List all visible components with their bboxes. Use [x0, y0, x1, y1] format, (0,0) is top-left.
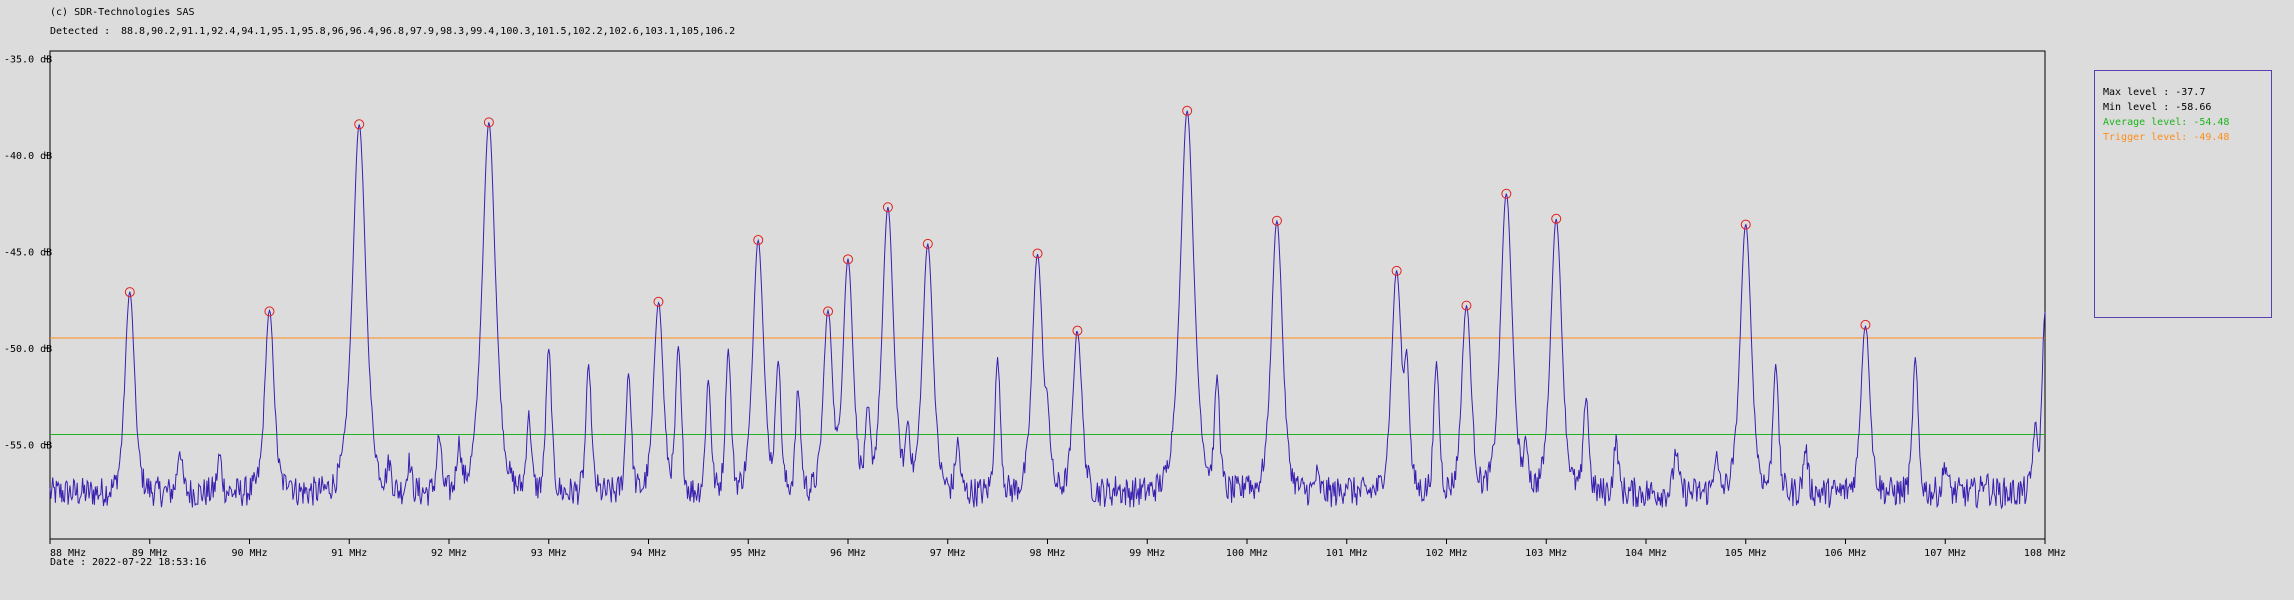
- max-level-label: Max level :: [2103, 87, 2176, 98]
- average-level-row: Average level: -54.48: [2103, 115, 2263, 130]
- x-tick-label: 106 MHz: [1824, 548, 1866, 559]
- date-value: 2022-07-22 18:53:16: [92, 557, 207, 568]
- min-level-label: Min level :: [2103, 102, 2176, 113]
- x-tick-label: 93 MHz: [531, 548, 567, 559]
- peak-marker: [843, 254, 853, 265]
- x-tick-label: 95 MHz: [730, 548, 766, 559]
- x-tick-label: 108 MHz: [2024, 548, 2066, 559]
- y-tick-label: -45.0 dB: [4, 248, 52, 259]
- peak-marker: [1182, 105, 1193, 116]
- detected-label: Detected :: [50, 26, 111, 37]
- x-tick-label: 94 MHz: [630, 548, 666, 559]
- copyright-text: (c) SDR-Technologies SAS: [50, 7, 195, 18]
- y-axis: -35.0 dB -40.0 dB -45.0 dB -50.0 dB -55.0 dB: [4, 55, 52, 452]
- x-tick-label: 104 MHz: [1625, 548, 1667, 559]
- peak-marker: [653, 296, 664, 307]
- spectrum-trace: [49, 110, 2046, 510]
- trigger-level-value: -49.48: [2193, 132, 2230, 143]
- x-tick-label: 107 MHz: [1924, 548, 1966, 559]
- trigger-level-label: Trigger level:: [2103, 132, 2194, 143]
- peak-marker: [1501, 188, 1512, 199]
- peak-marker: [753, 235, 764, 246]
- x-tick-label: 88 MHz: [50, 548, 86, 559]
- peak-marker: [1271, 215, 1282, 226]
- peak-marker: [922, 238, 933, 249]
- x-tick-label: 91 MHz: [331, 548, 367, 559]
- average-level-label: Average level:: [2103, 117, 2194, 128]
- peak-markers: [124, 105, 1871, 336]
- peak-marker: [483, 117, 494, 128]
- peak-marker: [354, 119, 365, 130]
- peak-marker: [882, 202, 893, 213]
- average-level-value: -54.48: [2193, 117, 2230, 128]
- x-tick-label: 100 MHz: [1226, 548, 1268, 559]
- x-tick-label: 96 MHz: [830, 548, 866, 559]
- x-tick-label: 105 MHz: [1725, 548, 1767, 559]
- trigger-level-row: Trigger level: -49.48: [2103, 130, 2263, 145]
- x-tick-label: 97 MHz: [930, 548, 966, 559]
- peak-marker: [823, 306, 834, 317]
- max-level-row: Max level : -37.7: [2103, 85, 2263, 100]
- max-level-value: -37.7: [2175, 87, 2206, 98]
- peak-marker: [264, 306, 275, 317]
- y-tick-label: -40.0 dB: [4, 151, 52, 162]
- x-tick-label: 89 MHz: [132, 548, 168, 559]
- peak-marker: [1072, 325, 1083, 336]
- x-tick-label: 90 MHz: [231, 548, 267, 559]
- x-axis: 88 MHz 89 MHz 90 MHz 91 MHz 92 MHz 93 MHz 94 M…: [49, 539, 2066, 559]
- y-tick-label: -55.0 dB: [4, 440, 52, 451]
- x-tick-label: 99 MHz: [1129, 548, 1165, 559]
- x-tick-label: 103 MHz: [1525, 548, 1567, 559]
- x-tick-label: 92 MHz: [431, 548, 467, 559]
- peak-marker: [1461, 300, 1472, 311]
- peak-marker: [1740, 219, 1751, 230]
- peak-marker: [1032, 248, 1043, 259]
- min-level-value: -58.66: [2175, 102, 2212, 113]
- detected-frequency-list: 88.8,90.2,91.1,92.4,94.1,95.1,95.8,96,96…: [121, 26, 736, 37]
- plot-frame: [49, 50, 2046, 540]
- level-stats-panel: Max level : -37.7 Min level : -58.66 Ave…: [2094, 70, 2272, 318]
- x-tick-label: 102 MHz: [1425, 548, 1467, 559]
- date-label: Date :: [50, 557, 93, 568]
- x-tick-label: 101 MHz: [1326, 548, 1368, 559]
- peak-marker: [1860, 319, 1871, 330]
- y-tick-label: -50.0 dB: [4, 344, 52, 355]
- y-tick-label: -35.0 dB: [4, 55, 52, 66]
- peak-marker: [1551, 213, 1562, 224]
- peak-marker: [1391, 265, 1402, 276]
- min-level-row: Min level : -58.66: [2103, 100, 2263, 115]
- peak-marker: [124, 287, 135, 298]
- x-tick-label: 98 MHz: [1029, 548, 1065, 559]
